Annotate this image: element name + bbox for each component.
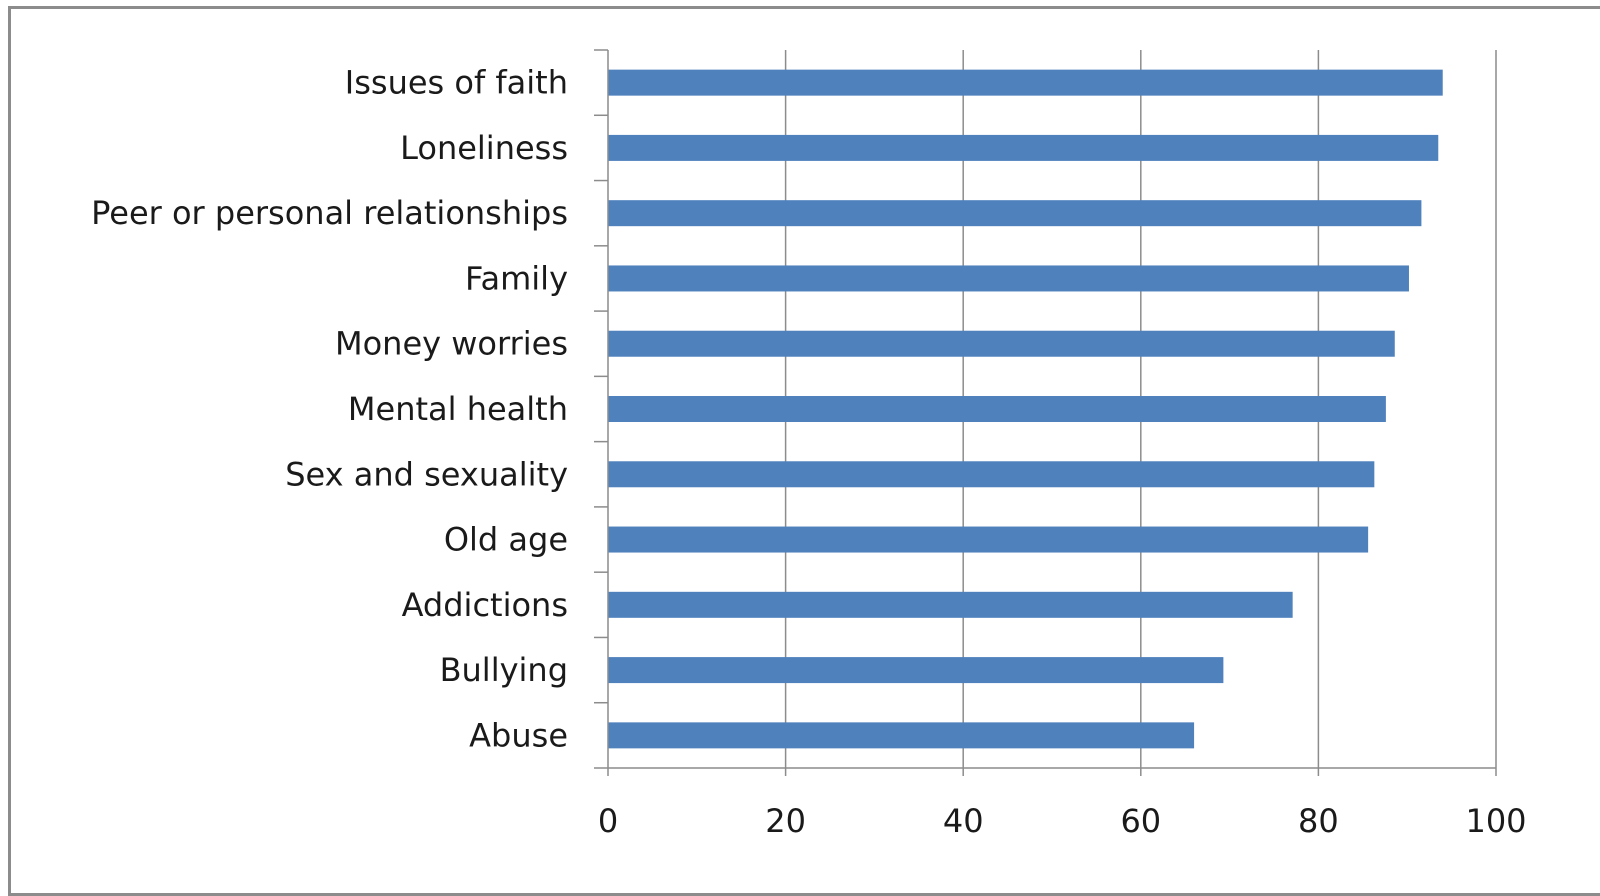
bar-money-worries — [608, 331, 1395, 357]
x-tick-label: 20 — [765, 802, 806, 840]
bar-family — [608, 265, 1409, 291]
x-tick-label: 80 — [1298, 802, 1339, 840]
bar-old-age — [608, 527, 1368, 553]
category-label: Peer or personal relationships — [91, 194, 568, 232]
x-tick-label: 60 — [1120, 802, 1161, 840]
category-label: Family — [465, 259, 568, 297]
bar-sex-and-sexuality — [608, 461, 1374, 487]
bar-issues-of-faith — [608, 70, 1443, 96]
category-label: Mental health — [348, 390, 568, 428]
category-label: Issues of faith — [345, 64, 568, 102]
category-label: Abuse — [469, 716, 568, 754]
bar-addictions — [608, 592, 1293, 618]
category-label: Loneliness — [400, 129, 568, 167]
x-tick-label: 40 — [943, 802, 984, 840]
category-label: Money worries — [335, 325, 568, 363]
category-labels: Issues of faith Loneliness Peer or persona… — [91, 64, 568, 755]
bars — [608, 70, 1443, 749]
bar-peer-or-personal-relationships — [608, 200, 1421, 226]
bar-abuse — [608, 722, 1194, 748]
x-tick-label: 0 — [598, 802, 618, 840]
category-label: Sex and sexuality — [285, 455, 568, 493]
category-label: Old age — [444, 521, 568, 559]
bar-bullying — [608, 657, 1223, 683]
x-tick-label: 100 — [1465, 802, 1526, 840]
bar-mental-health — [608, 396, 1386, 422]
tick-labels: 0 20 40 60 80 100 — [598, 802, 1527, 840]
category-label: Addictions — [402, 586, 568, 624]
category-label: Bullying — [440, 651, 568, 689]
bar-loneliness — [608, 135, 1438, 161]
